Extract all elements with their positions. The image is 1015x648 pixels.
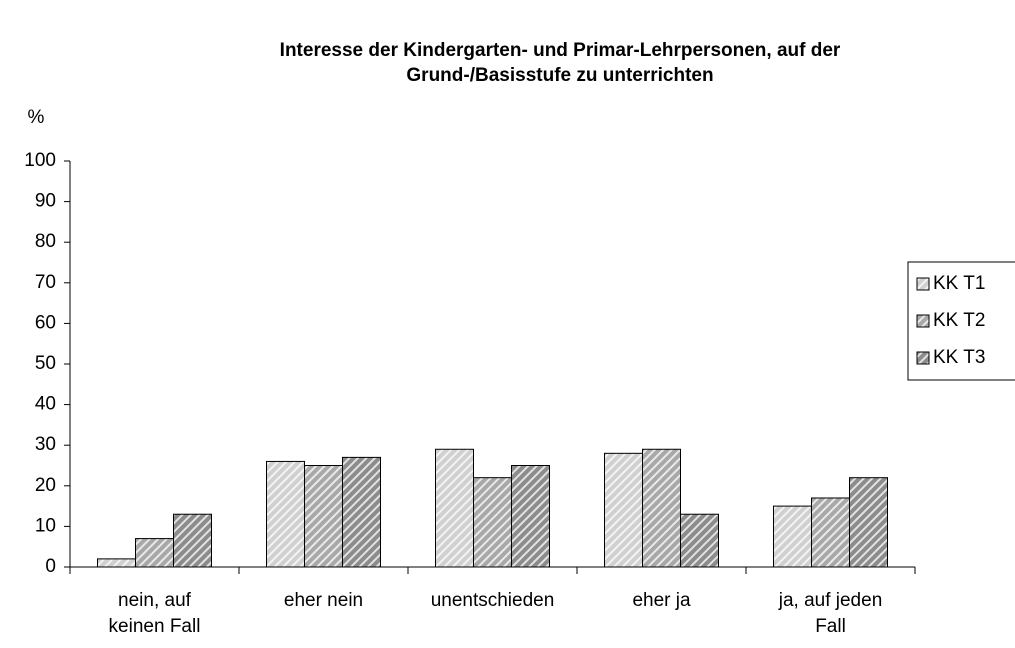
- legend-swatch: [916, 277, 930, 291]
- y-tick-label: 40: [35, 394, 56, 415]
- legend-swatch: [916, 314, 930, 328]
- x-tick-label: eher ja: [632, 590, 691, 611]
- bar: [135, 538, 174, 568]
- legend-label: KK T3: [933, 347, 985, 368]
- y-tick-label: 70: [35, 272, 56, 293]
- bar: [266, 460, 305, 568]
- x-tick-label: nein, auf keinen Fall: [108, 590, 201, 637]
- bar: [97, 558, 136, 568]
- y-tick-label: 20: [35, 475, 56, 496]
- y-tick-label: 90: [35, 191, 56, 212]
- bar: [811, 497, 850, 568]
- bar: [511, 465, 550, 568]
- y-tick-label: 30: [35, 434, 56, 455]
- bar: [342, 456, 381, 568]
- legend-label: KK T2: [933, 310, 985, 331]
- x-tick-label: eher nein: [283, 590, 364, 611]
- bar: [304, 465, 343, 568]
- y-axis-label: %: [28, 107, 45, 128]
- y-tick-label: 10: [35, 515, 56, 536]
- bar: [604, 452, 643, 568]
- legend-swatch: [916, 351, 930, 365]
- y-tick-label: 100: [24, 150, 56, 171]
- x-tick-label: unentschieden: [430, 590, 555, 611]
- bar: [680, 513, 719, 568]
- bar: [642, 448, 681, 568]
- x-tick-label: ja, auf jeden Fall: [778, 590, 883, 637]
- y-tick-label: 0: [45, 556, 56, 577]
- y-tick-label: 80: [35, 231, 56, 252]
- bar: [435, 448, 474, 568]
- bar: [849, 477, 888, 568]
- bar: [473, 477, 512, 568]
- y-tick-label: 60: [35, 312, 56, 333]
- legend-label: KK T1: [933, 273, 985, 294]
- bar: [173, 513, 212, 568]
- bar: [773, 505, 812, 568]
- chart-title: Interesse der Kindergarten- und Primar-L…: [279, 40, 841, 86]
- y-tick-label: 50: [35, 353, 56, 374]
